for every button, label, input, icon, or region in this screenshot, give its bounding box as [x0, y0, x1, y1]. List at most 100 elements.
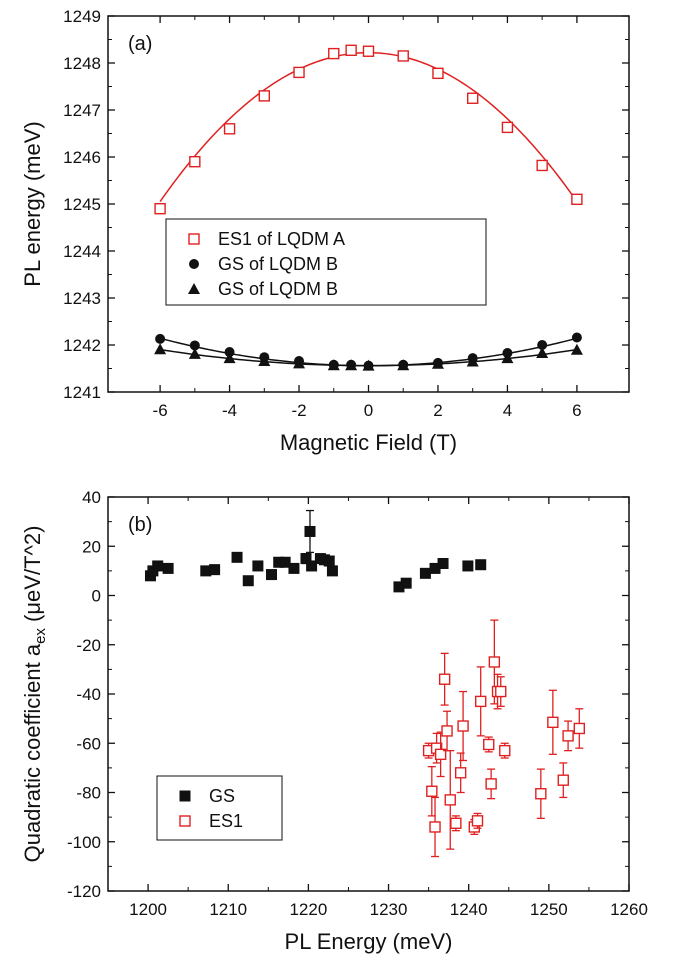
data-point	[152, 560, 164, 572]
data-point	[154, 343, 167, 355]
y-tick-label: 1243	[63, 289, 101, 308]
legend-label: ES1 of LQDM A	[218, 229, 345, 249]
x-tick-label: 1250	[530, 900, 568, 919]
legend-marker	[188, 283, 200, 294]
legend: GS ES1	[179, 786, 243, 831]
data-point	[189, 340, 200, 351]
data-point	[323, 555, 335, 567]
data-point	[258, 90, 270, 102]
x-tick-label: 1240	[450, 900, 488, 919]
data-point	[304, 525, 316, 537]
y-axis-label-unit: (μeV/T^2)	[20, 526, 45, 628]
data-point	[345, 44, 357, 57]
data-point	[537, 340, 548, 350]
y-tick-label: 1247	[63, 101, 101, 120]
x-tick-label: 6	[572, 401, 581, 420]
y-tick-label: 40	[82, 488, 101, 507]
data-point	[437, 557, 449, 569]
data-point	[557, 774, 569, 786]
plot-frame	[107, 15, 630, 393]
data-point	[231, 551, 243, 563]
y-tick-label: 1248	[63, 54, 101, 73]
panel-b-chart: 1200 1210 1220 1230 1240 1250 1260 -120 -100 -80 -…	[20, 488, 648, 954]
y-tick-label: 1249	[63, 7, 101, 26]
legend-marker	[188, 233, 200, 245]
data-point	[450, 817, 462, 829]
series-0	[144, 509, 487, 593]
y-axis-label: PL energy (meV)	[20, 121, 45, 286]
legend: ES1 of LQDM A GS of LQDM B GS of LQDM B	[188, 229, 345, 299]
y-tick-label: -20	[76, 636, 101, 655]
x-axis-label: Magnetic Field (T)	[280, 430, 457, 455]
data-point	[326, 565, 338, 577]
data-point	[499, 744, 511, 757]
data-point	[397, 50, 409, 62]
y-tick-label: -80	[76, 784, 101, 803]
data-point	[155, 333, 166, 344]
legend-marker	[179, 815, 191, 827]
data-point	[300, 553, 312, 565]
y-tick-label: -60	[76, 734, 101, 753]
data-point	[223, 352, 236, 364]
data-point	[547, 716, 559, 729]
data-point	[288, 562, 300, 574]
series-2	[154, 343, 583, 371]
data-point	[466, 355, 479, 367]
data-point	[154, 202, 166, 215]
x-tick-label: 4	[503, 401, 512, 420]
data-point	[306, 560, 318, 572]
data-point	[252, 560, 264, 572]
data-point	[400, 577, 412, 589]
data-point	[293, 357, 306, 369]
data-point	[571, 193, 583, 206]
data-point	[162, 562, 174, 574]
y-tick-label: -120	[67, 882, 101, 901]
panel-a-chart: -6 -4 -2 0 2 4 6 1241 1242 1243 1244 1245 1246 1247 12…	[20, 7, 630, 455]
data-point	[266, 569, 278, 581]
y-tick-label: 1244	[63, 242, 101, 261]
data-point	[536, 159, 548, 172]
data-point	[209, 564, 221, 576]
data-point	[467, 92, 479, 104]
y-tick-label: 1245	[63, 195, 101, 214]
data-point	[571, 332, 582, 343]
data-point	[223, 123, 236, 135]
data-point	[242, 575, 254, 587]
x-tick-label: 1200	[129, 900, 167, 919]
data-point	[475, 559, 487, 571]
y-axis-label: Quadratic coefficient aex (μeV/T^2)	[20, 526, 49, 863]
data-point	[328, 47, 340, 60]
y-axis-label-sub: ex	[32, 628, 49, 644]
y-tick-label: 1241	[63, 383, 101, 402]
data-point	[224, 347, 235, 358]
x-tick-label: 1260	[610, 900, 648, 919]
data-point	[475, 695, 487, 708]
y-tick-label: 1242	[63, 336, 101, 355]
legend-label: ES1	[209, 811, 243, 831]
x-axis-label: PL Energy (meV)	[285, 929, 453, 954]
data-point	[501, 121, 514, 134]
data-point	[462, 560, 474, 572]
data-point	[573, 722, 586, 735]
data-point	[457, 720, 469, 732]
data-point	[258, 354, 271, 366]
legend-marker	[179, 790, 191, 802]
y-tick-label: -100	[67, 833, 101, 852]
data-point	[397, 359, 410, 371]
data-point	[488, 656, 501, 668]
legend-label: GS	[209, 786, 235, 806]
data-point	[444, 794, 456, 806]
series-1	[422, 619, 586, 858]
data-point	[501, 352, 514, 364]
legend-label: GS of LQDM B	[218, 254, 338, 274]
data-point	[434, 748, 447, 761]
data-point	[293, 66, 305, 79]
data-point	[441, 725, 453, 737]
x-tick-label: 0	[364, 401, 373, 420]
x-tick-label: -6	[153, 401, 168, 420]
data-point	[189, 155, 201, 168]
data-point	[438, 673, 451, 685]
legend-label: GS of LQDM B	[218, 279, 338, 299]
data-point	[536, 346, 549, 358]
